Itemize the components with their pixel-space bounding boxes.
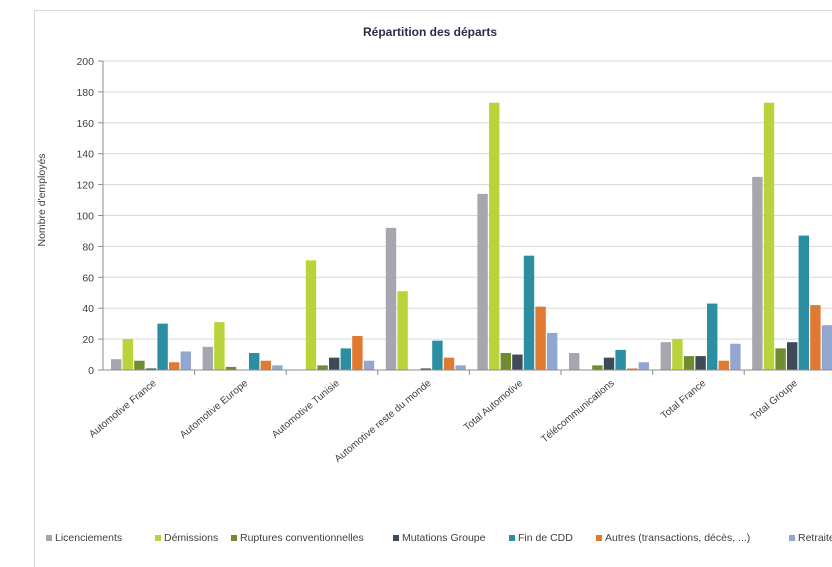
- bar: [122, 339, 133, 370]
- y-tick-label: 140: [76, 149, 94, 161]
- bar: [810, 305, 821, 370]
- category-label: Total Groupe: [749, 378, 800, 424]
- legend-swatch: [509, 535, 515, 541]
- bar: [180, 351, 191, 370]
- legend-swatch: [155, 535, 161, 541]
- bar: [169, 362, 180, 370]
- y-tick-label: 60: [82, 272, 94, 284]
- bar: [432, 340, 443, 370]
- bar: [397, 291, 408, 370]
- legend-label: Retraite: [798, 532, 832, 544]
- bar: [157, 323, 168, 370]
- bar: [111, 359, 122, 370]
- bar: [798, 235, 809, 370]
- bar: [512, 354, 523, 370]
- bar: [363, 360, 375, 370]
- bar: [305, 260, 317, 370]
- bar: [615, 349, 626, 370]
- bar: [763, 102, 775, 370]
- legend-label: Ruptures conventionnelles: [240, 532, 364, 544]
- bar: [787, 342, 798, 370]
- bar: [672, 339, 683, 370]
- bar: [695, 356, 706, 370]
- y-tick-label: 120: [76, 180, 94, 192]
- legend-swatch: [231, 535, 237, 541]
- y-tick-label: 0: [88, 365, 94, 377]
- chart-title: Répartition des départs: [363, 25, 497, 39]
- bar: [775, 348, 786, 370]
- bar: [627, 368, 638, 370]
- gridlines: [98, 60, 832, 371]
- bar: [603, 357, 615, 370]
- y-tick-label: 160: [76, 118, 94, 130]
- bar: [821, 325, 832, 370]
- legend-swatch: [46, 535, 52, 541]
- y-tick-label: 20: [82, 334, 94, 346]
- bars: [111, 102, 832, 370]
- bar: [443, 357, 455, 370]
- bar: [477, 193, 488, 370]
- bar: [500, 353, 511, 370]
- bar: [535, 306, 546, 370]
- bar: [707, 303, 718, 370]
- legend-label: Autres (transactions, décès, ...): [605, 532, 750, 544]
- bar: [718, 360, 729, 370]
- bar: [638, 362, 649, 370]
- bar: [569, 353, 580, 370]
- bar: [145, 368, 157, 370]
- bar: [260, 360, 271, 370]
- y-tick-label: 40: [82, 303, 94, 315]
- category-label: Automotive France: [87, 378, 159, 441]
- bar: [352, 336, 363, 370]
- bar: [134, 360, 145, 370]
- category-label: Total France: [659, 378, 709, 422]
- bar: [340, 348, 351, 370]
- legend-swatch: [789, 535, 795, 541]
- category-label: Automotive Tunisie: [270, 378, 342, 441]
- category-label: Télécommunications: [539, 378, 616, 445]
- bar: [455, 365, 466, 370]
- legend-swatch: [596, 535, 602, 541]
- bar: [385, 227, 397, 370]
- bar: [660, 342, 671, 370]
- y-tick-label: 180: [76, 87, 94, 99]
- bar: [272, 365, 283, 370]
- y-axis-ticks: 0 20 40 60 80 100 120 140 160 180 200: [76, 56, 94, 377]
- bar: [547, 332, 558, 370]
- bar: [683, 356, 695, 370]
- legend-swatch: [393, 535, 399, 541]
- bar: [730, 343, 741, 370]
- bar: [489, 102, 500, 370]
- bar: [317, 365, 328, 370]
- bar: [329, 357, 340, 370]
- y-tick-label: 200: [76, 56, 94, 68]
- axes: [102, 61, 832, 375]
- y-tick-label: 80: [82, 241, 94, 253]
- chart-frame: [34, 10, 832, 567]
- category-label: Total Automotive: [462, 378, 526, 434]
- legend-label: Licenciements: [55, 532, 122, 544]
- legend: Licenciements Démissions Ruptures conventi…: [46, 532, 832, 544]
- legend-label: Fin de CDD: [518, 532, 573, 544]
- bar: [523, 255, 535, 370]
- category-label: Automotive reste du monde: [333, 378, 434, 465]
- category-label: Automotive Europe: [178, 378, 251, 441]
- y-axis-label: Nombre d'employés: [36, 153, 48, 246]
- bar: [214, 322, 225, 370]
- bar: [202, 346, 213, 370]
- bar: [420, 368, 431, 370]
- bar: [592, 365, 603, 370]
- category-labels: Automotive France Automotive Europe Automo…: [87, 378, 800, 465]
- legend-label: Mutations Groupe: [402, 532, 486, 544]
- bar: [225, 366, 237, 370]
- bar: [249, 353, 260, 370]
- y-tick-label: 100: [76, 211, 94, 223]
- bar: [752, 176, 763, 370]
- legend-label: Démissions: [164, 532, 218, 544]
